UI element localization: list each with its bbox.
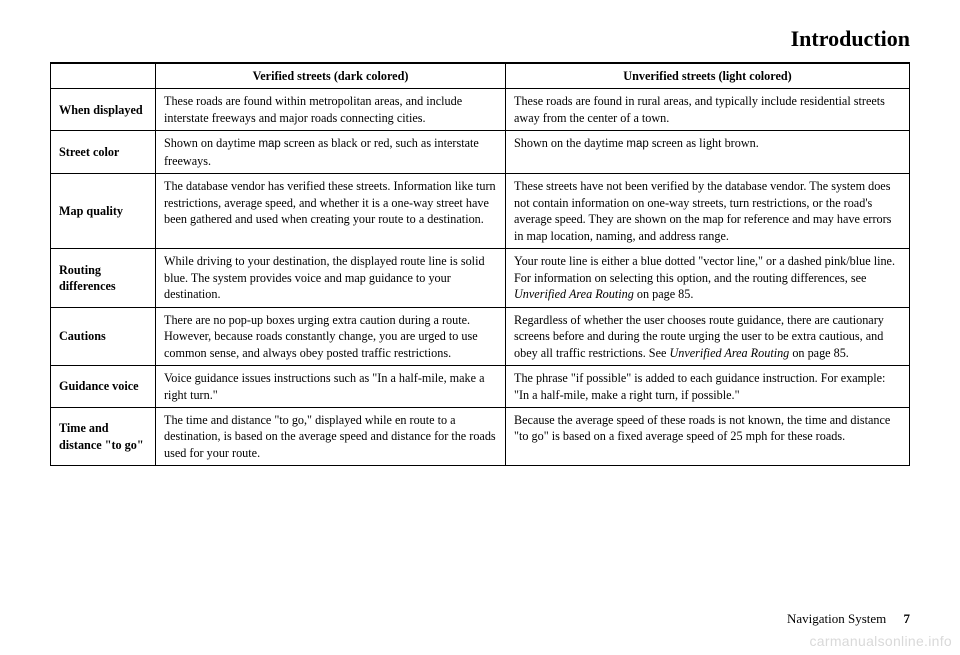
row-label: Street color <box>51 131 156 174</box>
table-header-row: Verified streets (dark colored) Unverifi… <box>51 64 910 89</box>
header-verified: Verified streets (dark colored) <box>156 64 506 89</box>
cell-verified: These roads are found within metropolita… <box>156 89 506 131</box>
streets-table: Verified streets (dark colored) Unverifi… <box>50 63 910 466</box>
cell-unverified: Because the average speed of these roads… <box>506 408 910 466</box>
row-label: Cautions <box>51 307 156 365</box>
section-title: Introduction <box>50 26 910 52</box>
footer: Navigation System 7 <box>787 611 910 627</box>
text: on page 85. <box>634 287 694 301</box>
row-label: Routing differences <box>51 249 156 307</box>
cell-verified: The time and distance "to go," displayed… <box>156 408 506 466</box>
text-sans: map <box>626 138 648 150</box>
table-row: Time and distance "to go" The time and d… <box>51 408 910 466</box>
cell-unverified: Your route line is either a blue dotted … <box>506 249 910 307</box>
cell-verified: There are no pop-up boxes urging extra c… <box>156 307 506 365</box>
text: on page 85. <box>789 346 849 360</box>
row-label: Guidance voice <box>51 366 156 408</box>
text-sans: map <box>258 138 280 150</box>
cell-verified: The database vendor has verified these s… <box>156 174 506 249</box>
text-italic: Unverified Area Routing <box>669 346 789 360</box>
table-row: Map quality The database vendor has veri… <box>51 174 910 249</box>
cell-verified: While driving to your destination, the d… <box>156 249 506 307</box>
text: Your route line is either a blue dotted … <box>514 254 895 284</box>
text: screen as light brown. <box>649 136 759 150</box>
table-row: When displayed These roads are found wit… <box>51 89 910 131</box>
cell-unverified: These roads are found in rural areas, an… <box>506 89 910 131</box>
cell-verified: Shown on daytime map screen as black or … <box>156 131 506 174</box>
table-row: Guidance voice Voice guidance issues ins… <box>51 366 910 408</box>
cell-unverified: The phrase "if possible" is added to eac… <box>506 366 910 408</box>
row-label: Time and distance "to go" <box>51 408 156 466</box>
page-number: 7 <box>904 611 911 626</box>
table-row: Street color Shown on daytime map screen… <box>51 131 910 174</box>
cell-unverified: Shown on the daytime map screen as light… <box>506 131 910 174</box>
footer-label: Navigation System <box>787 611 886 626</box>
table-row: Cautions There are no pop-up boxes urgin… <box>51 307 910 365</box>
text: Shown on the daytime <box>514 136 626 150</box>
text: Shown on daytime <box>164 136 258 150</box>
cell-unverified: Regardless of whether the user chooses r… <box>506 307 910 365</box>
row-label: When displayed <box>51 89 156 131</box>
row-label: Map quality <box>51 174 156 249</box>
text-italic: Unverified Area Routing <box>514 287 634 301</box>
header-blank <box>51 64 156 89</box>
cell-unverified: These streets have not been verified by … <box>506 174 910 249</box>
cell-verified: Voice guidance issues instructions such … <box>156 366 506 408</box>
header-unverified: Unverified streets (light colored) <box>506 64 910 89</box>
watermark: carmanualsonline.info <box>810 633 953 649</box>
table-row: Routing differences While driving to you… <box>51 249 910 307</box>
